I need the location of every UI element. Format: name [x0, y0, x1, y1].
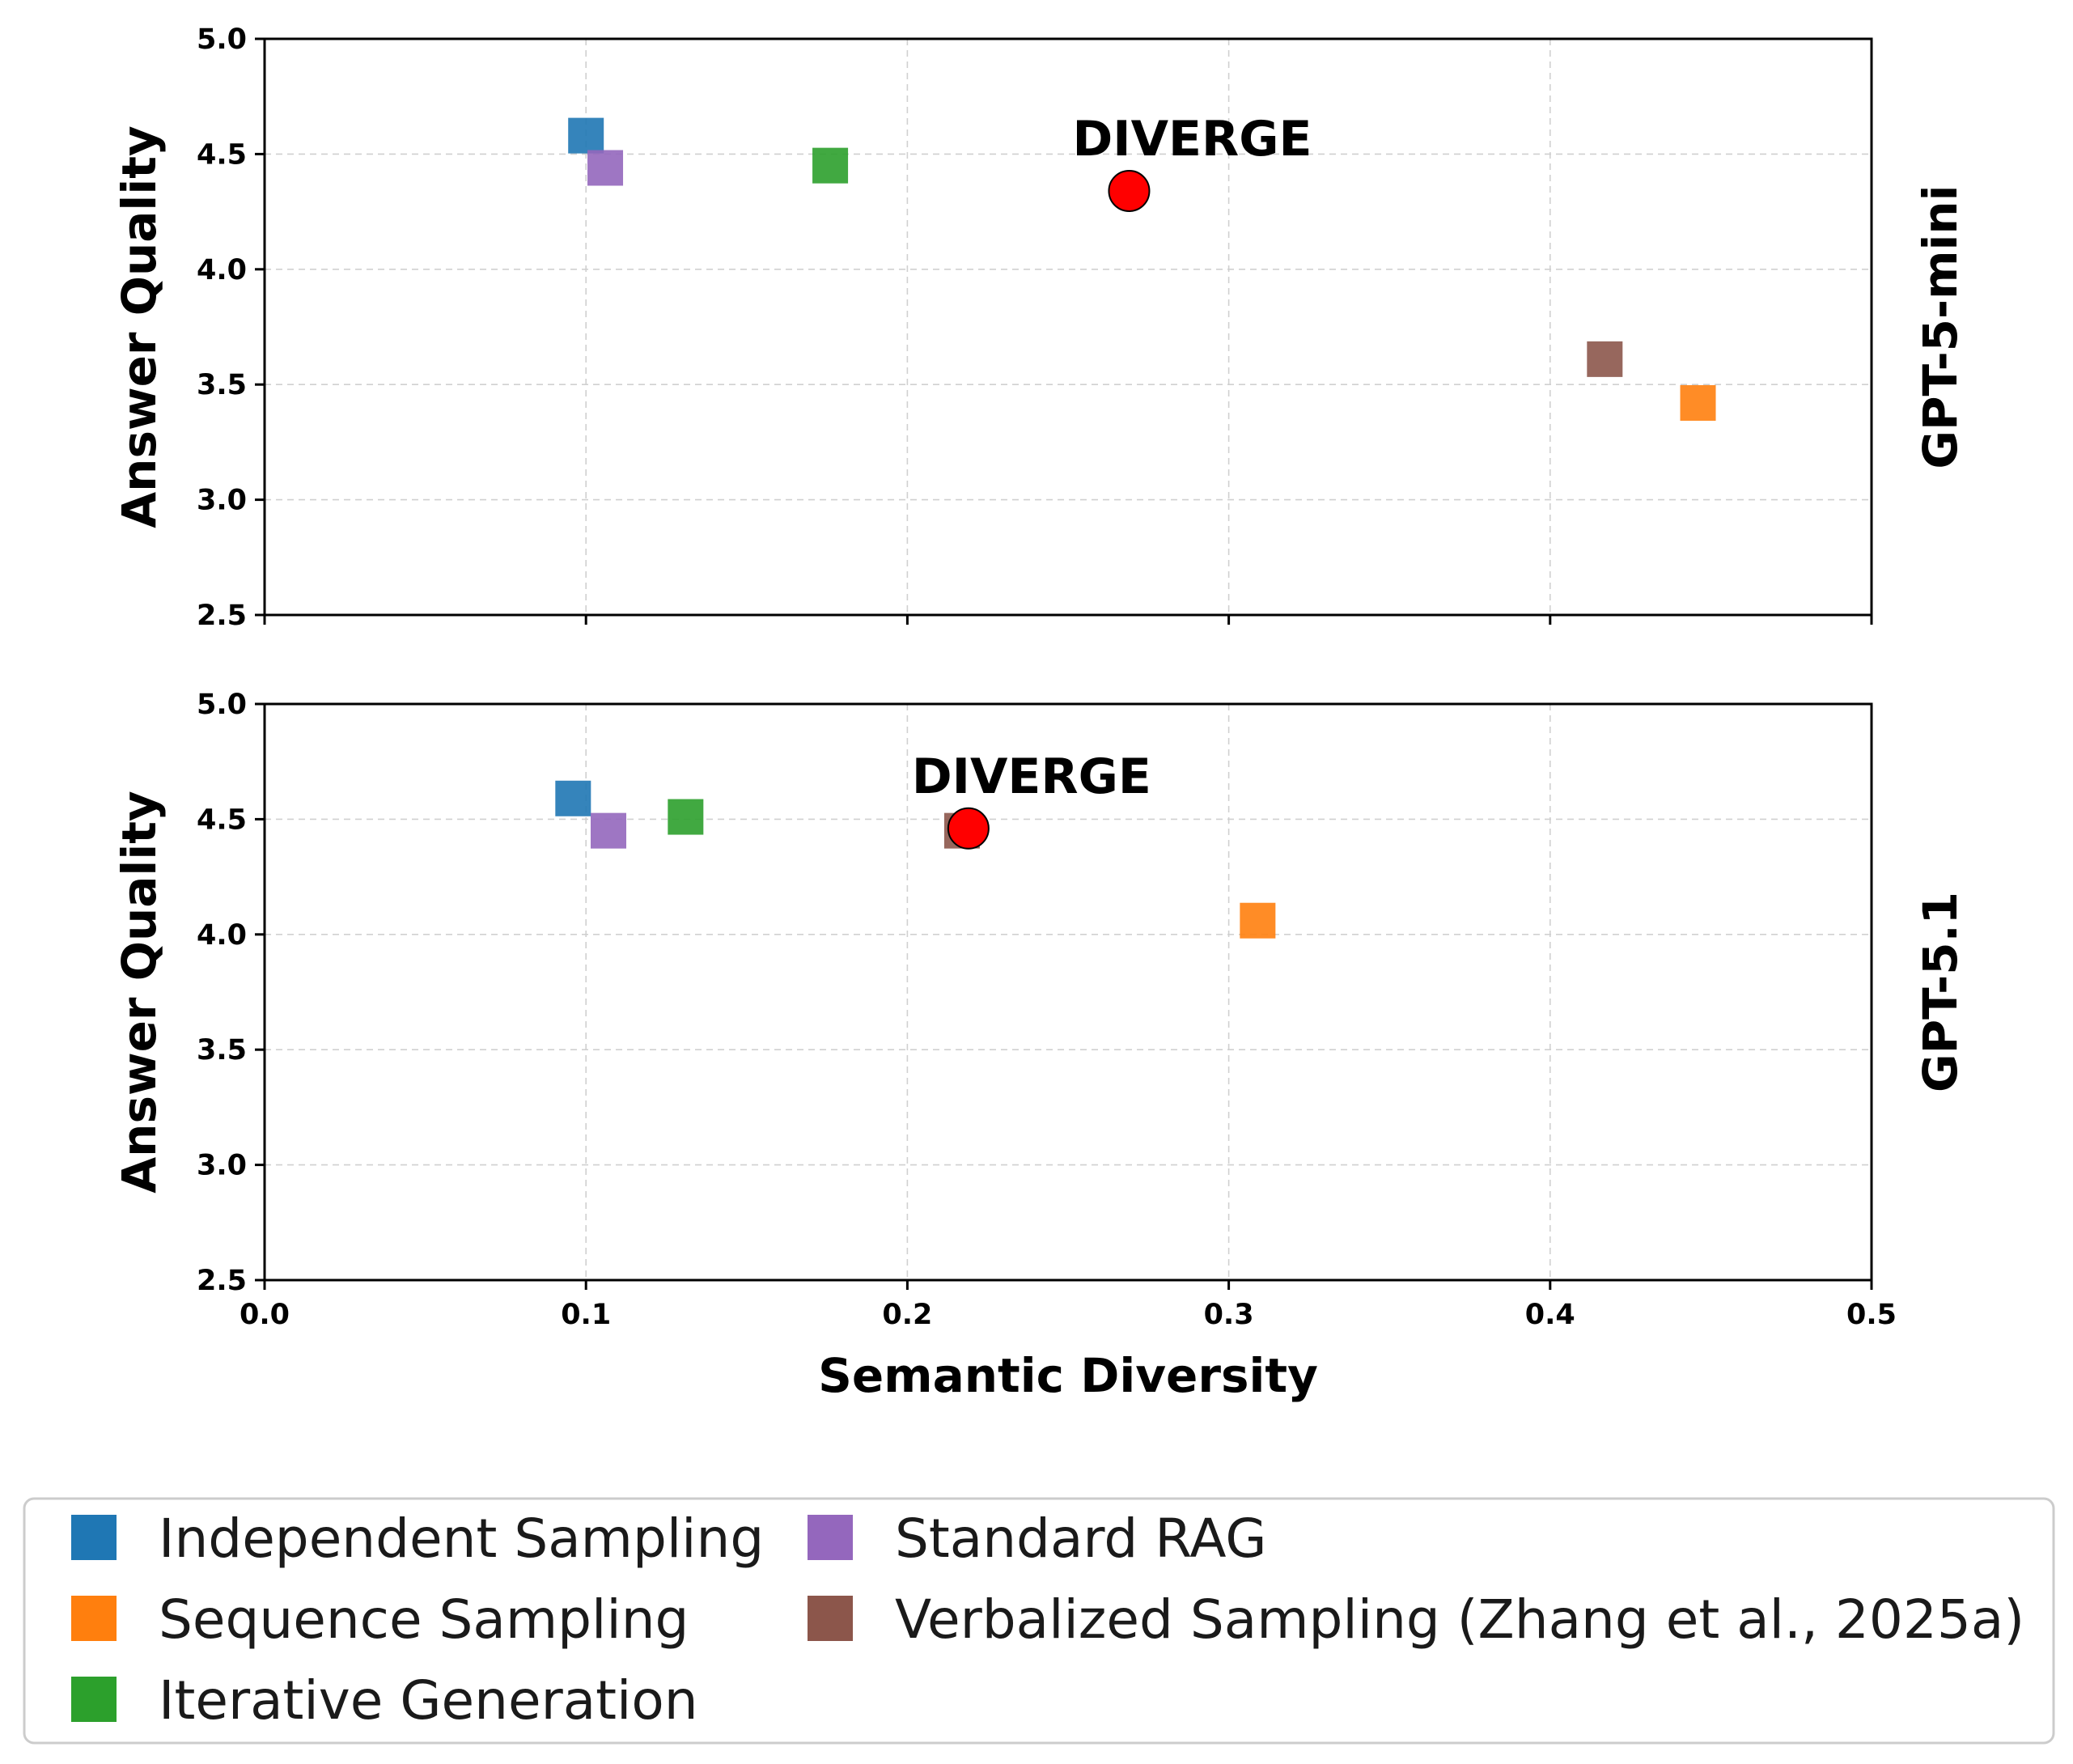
- panel-label-1: GPT-5.1: [1913, 892, 1968, 1092]
- y-tick-label: 3.0: [197, 485, 247, 517]
- y-tick-label: 4.5: [197, 804, 247, 836]
- x-axis-label: Semantic Diversity: [818, 1348, 1318, 1403]
- y-tick-label: 4.0: [197, 254, 247, 286]
- point-independent-1: [555, 780, 591, 816]
- point-independent-0: [568, 117, 604, 154]
- point-verbalized-0: [1587, 341, 1623, 377]
- legend-swatch-standard-rag: [808, 1515, 853, 1560]
- point-standard-1: [591, 812, 627, 849]
- point-iterative-1: [668, 799, 704, 835]
- legend-swatch-verbalized-sampling-zhang-et-al-2025a: [808, 1596, 853, 1641]
- legend-label-verbalized-sampling-zhang-et-al-2025a: Verbalized Sampling (Zhang et al., 2025a…: [895, 1588, 2024, 1651]
- point-sequence-1: [1240, 902, 1276, 939]
- x-tick-label: 0.3: [1204, 1299, 1254, 1331]
- legend-swatch-sequence-sampling: [71, 1596, 117, 1641]
- x-tick-label: 0.2: [882, 1299, 932, 1331]
- y-tick-label: 2.5: [197, 1265, 247, 1297]
- legend-swatch-iterative-generation: [71, 1677, 117, 1722]
- x-tick-label: 0.4: [1525, 1299, 1575, 1331]
- point-standard-0: [587, 150, 624, 186]
- y-tick-label: 3.5: [197, 1034, 247, 1066]
- legend-label-standard-rag: Standard RAG: [895, 1507, 1267, 1570]
- y-axis-label: Answer Quality: [112, 125, 167, 528]
- plot-frame-1: [263, 702, 1873, 1282]
- y-tick-label: 3.0: [197, 1150, 247, 1182]
- legend-label-iterative-generation: Iterative Generation: [159, 1669, 698, 1732]
- y-tick-label: 4.0: [197, 919, 247, 952]
- y-tick-label: 3.5: [197, 369, 247, 401]
- annotation-diverge-0: DIVERGE: [1072, 111, 1312, 167]
- legend-swatch-independent-sampling: [71, 1515, 117, 1560]
- point-diverge-0: [1108, 169, 1151, 212]
- panel-label-0: GPT-5-mini: [1913, 184, 1968, 469]
- y-tick-label: 2.5: [197, 600, 247, 632]
- plot-frame-0: [263, 37, 1873, 617]
- y-tick-label: 4.5: [197, 138, 247, 171]
- point-sequence-0: [1680, 384, 1716, 421]
- legend-label-independent-sampling: Independent Sampling: [159, 1507, 764, 1570]
- point-iterative-0: [812, 147, 849, 184]
- point-diverge-1: [947, 807, 990, 850]
- y-tick-label: 5.0: [197, 689, 247, 721]
- x-tick-label: 0.0: [240, 1299, 290, 1331]
- y-tick-label: 5.0: [197, 23, 247, 56]
- x-tick-label: 0.1: [561, 1299, 611, 1331]
- legend-box: [23, 1497, 2055, 1745]
- annotation-diverge-1: DIVERGE: [912, 748, 1151, 805]
- y-axis-label: Answer Quality: [112, 791, 167, 1193]
- legend-label-sequence-sampling: Sequence Sampling: [159, 1588, 689, 1651]
- x-tick-label: 0.5: [1846, 1299, 1897, 1331]
